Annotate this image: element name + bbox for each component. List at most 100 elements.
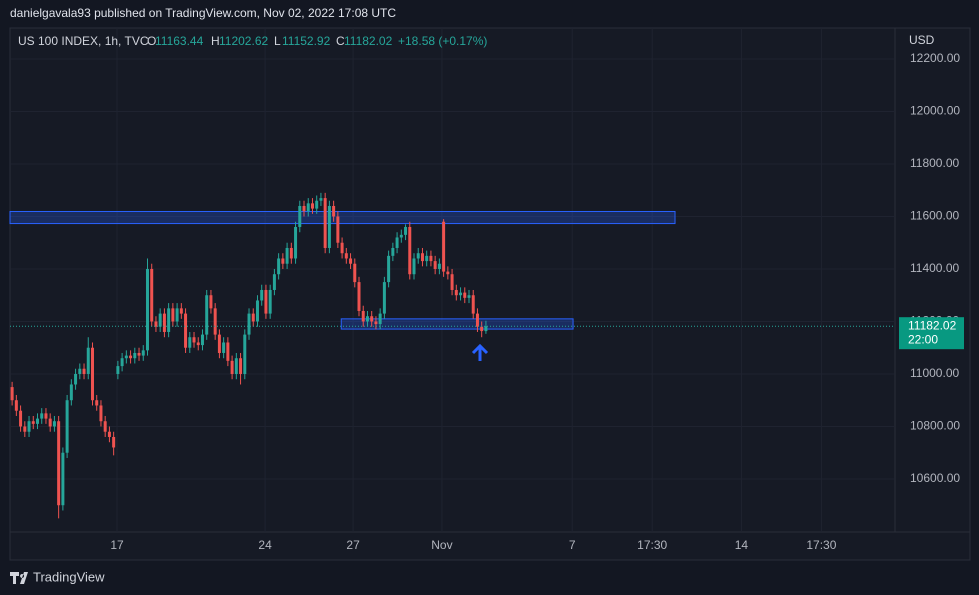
candle-body — [103, 421, 107, 432]
candle-body — [48, 418, 52, 427]
candle-body — [349, 258, 353, 264]
chart-panel — [9, 27, 971, 561]
candle-body — [370, 316, 374, 322]
candle-body — [179, 308, 183, 314]
candle-body — [459, 292, 463, 296]
candle-body — [365, 316, 369, 322]
candle-body — [23, 426, 27, 432]
candle-body — [336, 216, 340, 243]
candle-body — [420, 253, 424, 262]
logo — [10, 572, 28, 584]
candle-body — [319, 198, 323, 201]
x-tick-label: 17:30 — [637, 538, 667, 552]
candle-body — [137, 352, 141, 356]
x-tick-label: 24 — [258, 538, 272, 552]
candle-body — [141, 350, 145, 356]
candle-body — [124, 355, 128, 359]
candle-body — [184, 313, 188, 348]
candle-body — [416, 253, 420, 259]
y-tick-label: 11400.00 — [910, 261, 959, 275]
candle-body — [463, 292, 467, 298]
candle-body — [192, 337, 196, 343]
candle-body — [361, 310, 365, 322]
candle-body — [35, 418, 39, 424]
y-tick-label: 10600.00 — [910, 471, 960, 485]
candle-body — [399, 234, 403, 238]
candle-body — [442, 221, 446, 272]
candle-body — [412, 258, 416, 275]
candle-body — [264, 289, 268, 314]
x-tick-label: 7 — [569, 538, 576, 552]
candle-body — [425, 255, 429, 262]
candle-body — [162, 313, 166, 332]
candle-body — [226, 342, 230, 361]
y-tick-label: 12000.00 — [910, 104, 960, 118]
candle-body — [315, 200, 319, 209]
candle-body — [454, 289, 458, 296]
candle-body — [391, 247, 395, 256]
candle-body — [277, 258, 281, 275]
y-tick-label: 11600.00 — [910, 209, 959, 223]
candle-body — [205, 295, 209, 335]
candle-body — [86, 347, 90, 374]
candle-body — [289, 247, 293, 259]
candle-body — [40, 413, 44, 419]
candle-body — [129, 355, 133, 359]
candle-body — [167, 308, 171, 332]
candle-body — [344, 253, 348, 259]
time-label: 22:00 — [908, 332, 938, 346]
candle-body — [268, 289, 272, 314]
candle-body — [243, 334, 247, 374]
candle-body — [433, 261, 437, 269]
candle-body — [175, 308, 179, 322]
x-tick-label: 14 — [735, 538, 749, 552]
grid — [10, 28, 895, 532]
zone — [9, 210, 676, 225]
x-tick-label: 17:30 — [806, 538, 836, 552]
candle-body — [471, 295, 475, 314]
candle-body — [52, 421, 56, 427]
y-tick-label: 12200.00 — [910, 51, 960, 65]
candle-body — [475, 313, 479, 327]
candle-body — [484, 326, 488, 332]
candle-body — [239, 358, 243, 374]
candle-body — [90, 347, 94, 401]
candle-body — [116, 366, 120, 374]
candle-body — [57, 421, 61, 506]
candle-body — [188, 337, 192, 348]
ohlc-value: 11202.62 — [219, 34, 268, 48]
candle-body — [374, 321, 378, 325]
candle-body — [112, 436, 116, 448]
symbol: US 100 INDEX, 1h, TVC — [18, 34, 149, 48]
candle-body — [429, 255, 433, 262]
candle-body — [408, 226, 412, 275]
price-label-box — [899, 317, 964, 350]
y-tick-label: 11000.00 — [910, 366, 959, 380]
candle-body — [357, 282, 361, 311]
candle-body — [65, 400, 69, 453]
candle-body — [332, 205, 336, 217]
candle-body — [382, 282, 386, 314]
candle-body — [19, 410, 23, 427]
candle-body — [260, 289, 264, 301]
candle-body — [133, 352, 137, 359]
ohlc-label: C — [336, 34, 345, 48]
candle-body — [44, 413, 48, 419]
y-tick-label: 11800.00 — [910, 156, 959, 170]
candle-body — [196, 342, 200, 346]
currency: USD — [909, 33, 935, 47]
candle-body — [61, 452, 65, 506]
candle-body — [306, 203, 310, 212]
candle-body — [74, 373, 78, 385]
candle-body — [272, 274, 276, 290]
candle-body — [327, 205, 331, 248]
candle-body — [145, 268, 149, 351]
candle-body — [150, 268, 154, 322]
candle-body — [340, 242, 344, 254]
candle-body — [222, 342, 226, 353]
x-tick-label: Nov — [431, 538, 452, 552]
x-tick-label: 17 — [110, 538, 124, 552]
candles — [10, 192, 488, 519]
candle-body — [437, 263, 441, 269]
